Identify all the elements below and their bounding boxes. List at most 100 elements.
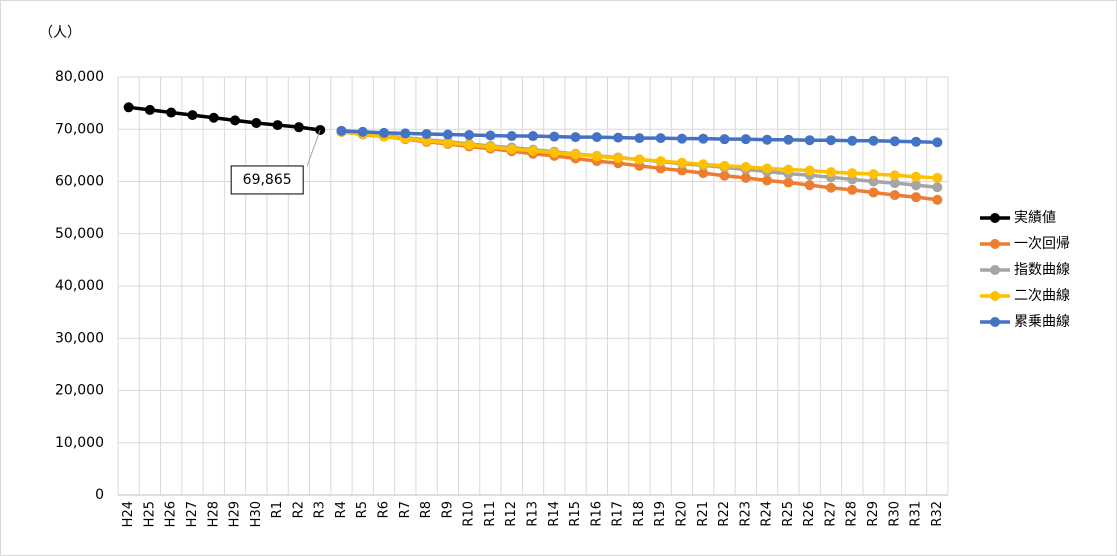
series-marker	[655, 156, 666, 167]
series-marker	[528, 131, 538, 142]
y-tick-label: 30,000	[55, 330, 104, 346]
x-tick-label: R25	[781, 501, 796, 527]
legend-label: 累乗曲線	[1014, 314, 1070, 330]
series-marker	[804, 165, 815, 176]
series-marker	[889, 170, 900, 181]
series-marker	[783, 164, 794, 175]
series-marker	[506, 144, 517, 155]
series-marker	[613, 152, 624, 163]
series-marker	[911, 180, 922, 191]
x-tick-label: H24	[121, 501, 136, 527]
series-marker	[421, 128, 432, 139]
series-marker	[230, 115, 241, 126]
x-tick-label: H26	[164, 501, 179, 527]
x-tick-label: R15	[568, 501, 583, 527]
x-tick-label: R29	[866, 501, 881, 527]
series-marker	[868, 169, 879, 180]
series-marker	[932, 182, 943, 193]
x-tick-label: R17	[611, 501, 626, 527]
series-marker	[570, 149, 581, 160]
x-tick-label: R19	[653, 501, 668, 527]
series-marker	[740, 134, 751, 145]
series-marker	[251, 117, 262, 128]
x-tick-label: R9	[440, 501, 455, 518]
series-marker	[485, 130, 496, 141]
y-tick-label: 20,000	[55, 383, 104, 399]
legend-marker	[990, 265, 1000, 275]
y-tick-label: 50,000	[55, 226, 104, 242]
x-tick-label: R10	[462, 501, 477, 527]
legend-marker	[990, 213, 1000, 223]
x-tick-label: H30	[249, 501, 264, 527]
series-marker	[762, 175, 773, 186]
series-marker	[868, 176, 879, 187]
series-marker	[570, 132, 581, 143]
series-marker	[442, 137, 453, 148]
x-tick-label: R14	[547, 501, 562, 527]
series-marker	[676, 133, 687, 144]
legend-label: 実績値	[1014, 210, 1056, 226]
x-tick-label: R26	[802, 501, 817, 527]
x-tick-label: R28	[845, 501, 860, 527]
label-leader	[306, 129, 321, 167]
x-tick-label: R1	[270, 501, 285, 518]
series-marker	[634, 133, 645, 144]
x-tick-label: R21	[696, 501, 711, 527]
x-tick-label: R32	[930, 501, 945, 527]
series-marker	[272, 120, 283, 131]
legend-marker	[990, 317, 1000, 327]
series-marker	[591, 132, 602, 143]
x-tick-label: R5	[355, 501, 370, 518]
series-marker	[442, 129, 453, 140]
y-tick-label: 60,000	[55, 174, 104, 190]
series-marker	[825, 167, 836, 178]
x-tick-label: R2	[291, 501, 306, 518]
x-tick-label: R4	[334, 501, 349, 518]
x-tick-label: R24	[760, 501, 775, 527]
series-marker	[485, 142, 496, 153]
legend-marker	[990, 239, 1000, 249]
x-tick-label: H25	[142, 501, 157, 527]
series-marker	[123, 102, 134, 113]
y-tick-label: 70,000	[55, 121, 104, 137]
series-marker	[847, 135, 858, 146]
data-label-box	[230, 165, 304, 195]
x-tick-label: R6	[377, 501, 392, 518]
x-tick-label: R11	[483, 501, 498, 527]
x-tick-label: R23	[738, 501, 753, 527]
series-marker	[762, 134, 773, 145]
series-marker	[825, 135, 836, 146]
series-marker	[464, 139, 475, 150]
legend-label: 二次曲線	[1014, 288, 1070, 304]
series-marker	[549, 131, 560, 142]
series-marker	[698, 168, 709, 179]
x-tick-label: H28	[206, 501, 221, 527]
series-marker	[719, 134, 730, 145]
series-marker	[911, 192, 922, 203]
series-marker	[591, 151, 602, 162]
x-tick-label: R16	[589, 501, 604, 527]
series-marker	[379, 127, 390, 138]
y-tick-label: 80,000	[55, 69, 104, 85]
series-marker	[336, 125, 347, 136]
x-tick-label: R8	[419, 501, 434, 518]
series-marker	[357, 126, 368, 137]
series-marker	[719, 160, 730, 171]
series-marker	[144, 104, 155, 115]
series-marker	[528, 145, 538, 156]
series-marker	[847, 168, 858, 179]
series-marker	[698, 159, 709, 170]
series-marker	[783, 177, 794, 188]
series-marker	[740, 172, 751, 183]
series-marker	[187, 110, 198, 121]
legend-label: 指数曲線	[1014, 262, 1070, 278]
series-marker	[676, 157, 687, 168]
x-tick-label: R13	[526, 501, 541, 527]
series-marker	[889, 190, 900, 201]
series-marker	[804, 180, 815, 191]
x-tick-label: H29	[228, 501, 243, 527]
series-marker	[634, 154, 645, 165]
y-tick-label: 40,000	[55, 278, 104, 294]
